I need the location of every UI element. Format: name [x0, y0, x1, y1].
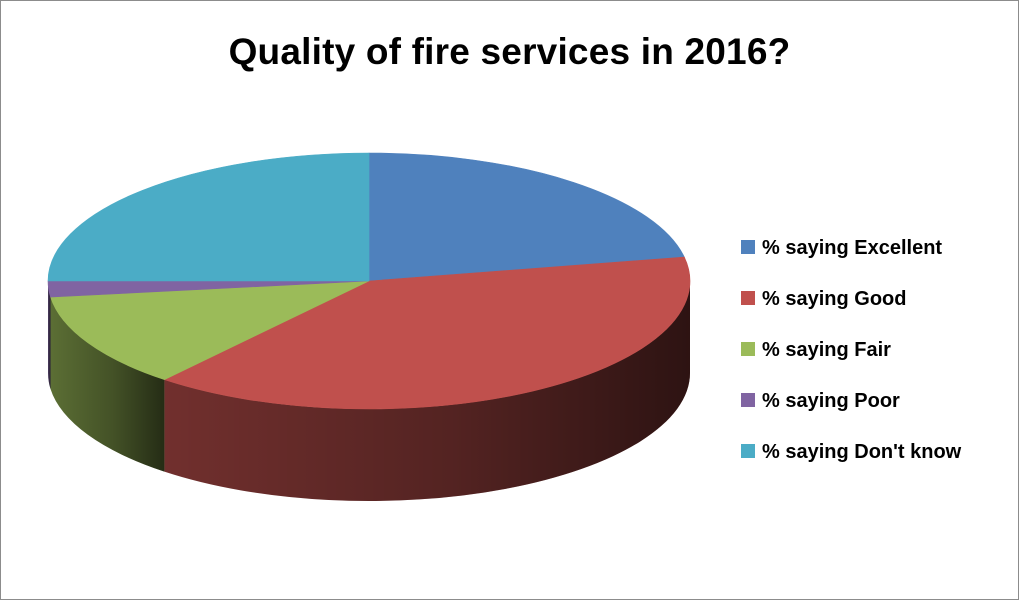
legend-swatch-1 [741, 291, 755, 305]
legend-label-3: % saying Poor [762, 390, 900, 412]
pie-slice-4 [47, 152, 370, 282]
legend-swatch-0 [741, 240, 755, 254]
pie-slice-0 [368, 152, 685, 282]
pie-side-shade-1 [164, 281, 690, 501]
legend-swatch-4 [741, 444, 755, 458]
pie-slice-2 [50, 280, 370, 380]
legend-label-4: % saying Don't know [762, 441, 962, 463]
pie-side-shade-2 [50, 297, 165, 472]
legend-label-0: % saying Excellent [762, 237, 942, 259]
pie-sides [48, 281, 690, 501]
chart-title: Quality of fire services in 2016? [228, 31, 791, 72]
pie-side-shade-3 [48, 281, 51, 390]
pie-slice-1 [163, 256, 691, 410]
legend: % saying Excellent % saying Good % saying … [741, 237, 962, 463]
legend-label-1: % saying Good [762, 288, 906, 310]
legend-swatch-3 [741, 393, 755, 407]
legend-label-2: % saying Fair [762, 339, 891, 361]
legend-swatch-2 [741, 342, 755, 356]
pie-slices [47, 152, 691, 410]
